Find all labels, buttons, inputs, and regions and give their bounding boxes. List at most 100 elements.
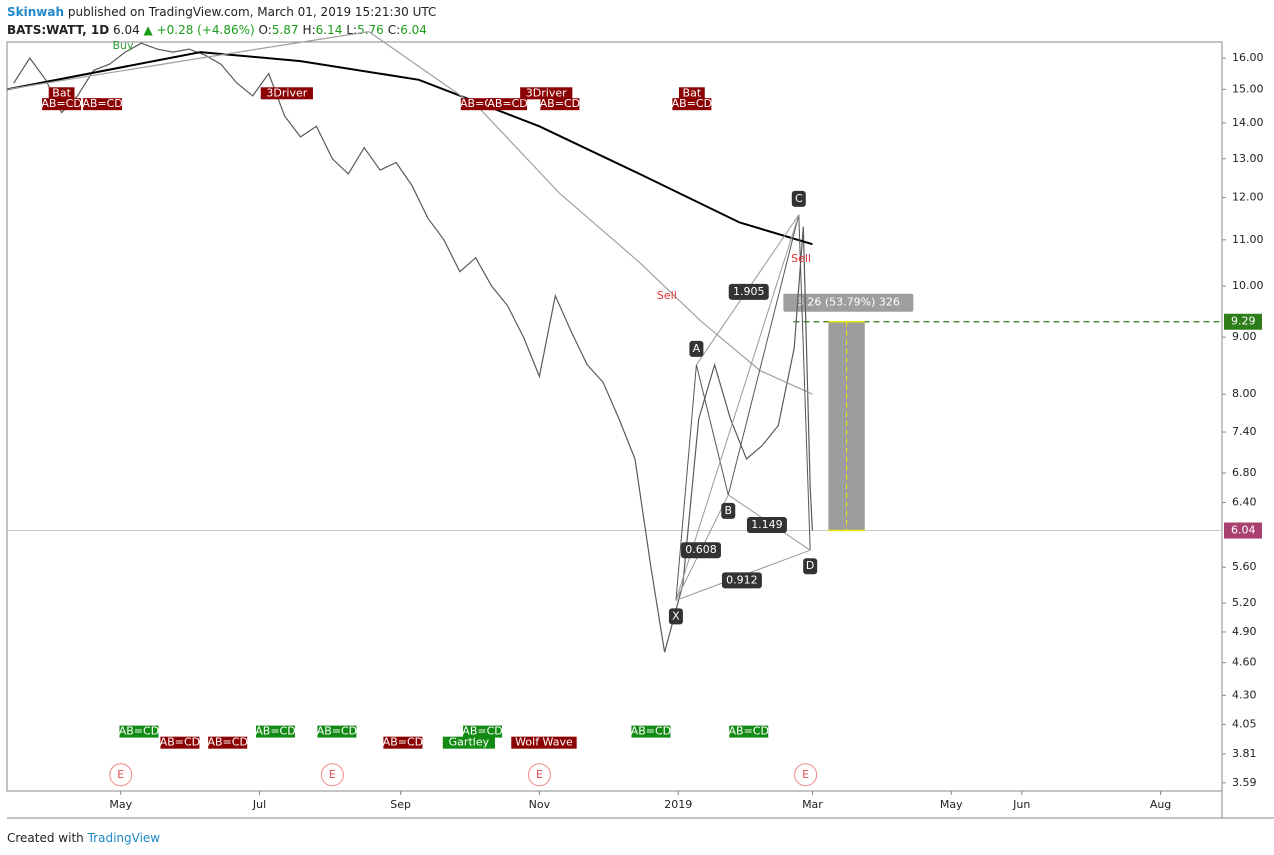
ohlc-label: O: xyxy=(259,23,272,37)
pattern-tag: AB=CD xyxy=(255,725,295,738)
footer: Created with TradingView xyxy=(7,831,160,845)
position-label: 3.26 (53.79%) 326 xyxy=(797,296,900,309)
pattern-tag: AB=CD xyxy=(672,97,712,110)
pattern-tag-box xyxy=(729,725,769,738)
symbol: BATS:WATT, 1D xyxy=(7,23,109,37)
pattern-tag: AB=CD xyxy=(487,97,527,110)
pattern-tag-box xyxy=(511,736,577,749)
y-tick-label: 6.80 xyxy=(1232,466,1257,479)
last-price: 6.04 xyxy=(113,23,140,37)
y-tick-label: 4.30 xyxy=(1232,688,1257,701)
ohlc-value: 5.76 xyxy=(357,23,384,37)
pattern-tag: AB=CD xyxy=(540,97,580,110)
price-line-series xyxy=(13,42,813,653)
price-line-series xyxy=(6,30,813,395)
pattern-tag-box xyxy=(488,98,528,111)
pattern-edge xyxy=(727,214,800,496)
ohlc-label: L: xyxy=(346,23,357,37)
y-tick-label: 6.40 xyxy=(1232,495,1257,508)
pattern-point-label: C xyxy=(795,192,803,205)
pattern-edge xyxy=(695,364,729,496)
pattern-edge xyxy=(675,214,800,601)
pattern-tag-box xyxy=(260,87,313,100)
ratio-label: 0.608 xyxy=(685,543,717,556)
y-tick-label: 3.59 xyxy=(1232,776,1257,789)
pattern-tag-box xyxy=(463,725,503,738)
x-tick-label: May xyxy=(109,798,132,811)
published: published on TradingView.com, March 01, … xyxy=(68,5,437,19)
ohlc-label: C: xyxy=(388,23,400,37)
change: ▲ +0.28 (+4.86%) xyxy=(144,23,255,37)
pattern-tag: 3Driver xyxy=(266,86,307,99)
pattern-point-label: B xyxy=(724,504,732,517)
pattern-tag-box xyxy=(540,98,580,111)
x-tick-label: Sep xyxy=(390,798,411,811)
ohlc-value: 5.87 xyxy=(272,23,299,37)
pattern-tag-box xyxy=(208,736,248,749)
header-line: Skinwah published on TradingView.com, Ma… xyxy=(7,5,436,19)
pattern-tag: AB=CD xyxy=(207,736,247,749)
pattern-edge xyxy=(675,364,697,601)
pattern-tag: AB=CD xyxy=(383,736,423,749)
pattern-tag-box xyxy=(160,736,200,749)
pattern-tag-box xyxy=(83,98,123,111)
pattern-tag: AB=CD xyxy=(119,725,159,738)
y-tick-label: 8.00 xyxy=(1232,387,1257,400)
x-tick-label: Nov xyxy=(529,798,551,811)
price-label: 6.04 xyxy=(1231,524,1256,537)
x-tick-label: Jul xyxy=(252,798,266,811)
y-tick-label: 9.00 xyxy=(1232,330,1257,343)
y-tick-label: 5.60 xyxy=(1232,560,1257,573)
ohlc-value: 6.14 xyxy=(316,23,343,37)
pattern-tag: AB=CD xyxy=(462,725,502,738)
pattern-tag: AB=CD xyxy=(160,736,200,749)
pattern-tag: AB=CD xyxy=(729,725,769,738)
pattern-tag: AB=CD xyxy=(631,725,671,738)
y-tick-label: 14.00 xyxy=(1232,116,1264,129)
price-label-box xyxy=(1224,313,1262,330)
pattern-tag-box xyxy=(383,736,423,749)
pattern-point-box xyxy=(803,558,818,575)
earnings-marker xyxy=(794,763,818,787)
pattern-tag-box xyxy=(672,98,712,111)
ratio-label: 1.905 xyxy=(733,285,765,298)
x-tick-label: 2019 xyxy=(664,798,692,811)
earnings-label: E xyxy=(802,768,809,781)
pattern-point-label: A xyxy=(693,342,701,355)
y-tick-label: 16.00 xyxy=(1232,51,1264,64)
y-tick-label: 4.05 xyxy=(1232,717,1257,730)
y-tick-label: 13.00 xyxy=(1232,152,1264,165)
pattern-tag: Wolf Wave xyxy=(515,736,573,749)
pattern-tag-box xyxy=(678,87,705,100)
ohlc-label: H: xyxy=(303,23,316,37)
price-line-series xyxy=(6,51,813,246)
earnings-marker xyxy=(320,763,344,787)
pattern-tag-box xyxy=(42,98,82,111)
pattern-tag: Gartley xyxy=(449,736,490,749)
price-label: 9.29 xyxy=(1231,315,1256,328)
y-tick-label: 15.00 xyxy=(1232,82,1264,95)
pattern-tag: Bat xyxy=(52,86,71,99)
author: Skinwah xyxy=(7,5,64,19)
y-tick-label: 12.00 xyxy=(1232,191,1264,204)
plot-frame xyxy=(6,41,1223,792)
pattern-point-box xyxy=(668,608,683,625)
pattern-tag: AB=CD xyxy=(41,97,81,110)
pattern-tag-box xyxy=(520,87,573,100)
x-tick-label: May xyxy=(940,798,963,811)
earnings-marker xyxy=(527,763,551,787)
x-tick-label: Aug xyxy=(1150,798,1171,811)
ohlc: O:5.87 H:6.14 L:5.76 C:6.04 xyxy=(259,23,427,37)
signal-label: Buy xyxy=(113,39,135,52)
ratio-box xyxy=(746,516,787,533)
y-tick-label: 5.20 xyxy=(1232,596,1257,609)
earnings-marker xyxy=(109,763,133,787)
ratio-box xyxy=(728,283,769,300)
earnings-label: E xyxy=(536,768,543,781)
earnings-label: E xyxy=(329,768,336,781)
y-tick-label: 4.60 xyxy=(1232,656,1257,669)
footer-text: Created with xyxy=(7,831,84,845)
pattern-point-box xyxy=(689,340,704,357)
pattern-tag: Bat xyxy=(683,86,702,99)
